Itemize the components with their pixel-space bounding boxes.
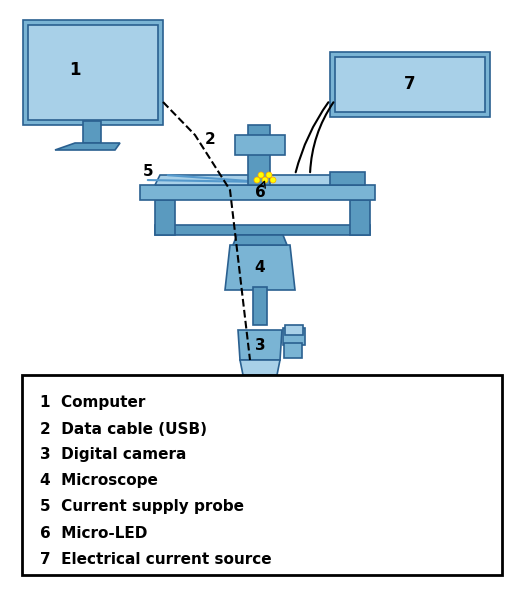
Circle shape <box>266 172 272 178</box>
Text: 3: 3 <box>255 337 265 352</box>
Text: 7  Electrical current source: 7 Electrical current source <box>40 552 271 566</box>
Text: 1  Computer: 1 Computer <box>40 395 145 411</box>
Text: 5: 5 <box>143 165 153 179</box>
Polygon shape <box>55 143 120 150</box>
Polygon shape <box>155 225 370 235</box>
Polygon shape <box>285 325 303 335</box>
FancyBboxPatch shape <box>28 25 158 120</box>
Polygon shape <box>140 185 375 200</box>
Text: 7: 7 <box>404 75 416 93</box>
Polygon shape <box>235 135 285 155</box>
Polygon shape <box>350 200 370 235</box>
Polygon shape <box>330 172 365 185</box>
FancyBboxPatch shape <box>23 20 163 125</box>
Text: 6  Micro-LED: 6 Micro-LED <box>40 526 148 540</box>
FancyBboxPatch shape <box>330 52 490 117</box>
Text: 5  Current supply probe: 5 Current supply probe <box>40 500 244 514</box>
Polygon shape <box>283 328 305 345</box>
Polygon shape <box>155 200 175 235</box>
Text: 2  Data cable (USB): 2 Data cable (USB) <box>40 421 207 437</box>
Circle shape <box>258 172 264 178</box>
Circle shape <box>270 177 276 183</box>
Text: 1: 1 <box>69 61 81 79</box>
FancyBboxPatch shape <box>253 287 267 325</box>
Polygon shape <box>225 245 295 290</box>
FancyBboxPatch shape <box>248 125 270 185</box>
Text: 3  Digital camera: 3 Digital camera <box>40 447 187 463</box>
FancyBboxPatch shape <box>335 57 485 112</box>
FancyBboxPatch shape <box>284 343 302 358</box>
Text: 6: 6 <box>255 181 266 200</box>
FancyBboxPatch shape <box>83 121 101 143</box>
FancyBboxPatch shape <box>22 375 502 575</box>
Polygon shape <box>240 360 280 375</box>
Text: 2: 2 <box>205 133 216 148</box>
Circle shape <box>262 177 268 183</box>
Text: 4: 4 <box>255 261 265 276</box>
Polygon shape <box>155 175 360 185</box>
Polygon shape <box>248 375 272 385</box>
Polygon shape <box>233 235 287 245</box>
Text: 4  Microscope: 4 Microscope <box>40 474 158 489</box>
Circle shape <box>254 177 260 183</box>
Polygon shape <box>238 330 282 360</box>
